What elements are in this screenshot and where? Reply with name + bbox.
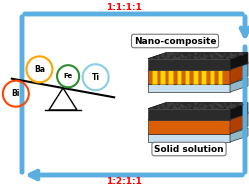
Polygon shape: [230, 112, 248, 134]
Text: Fe: Fe: [63, 73, 73, 79]
Polygon shape: [148, 103, 248, 109]
Polygon shape: [148, 62, 248, 70]
Text: Solid solution: Solid solution: [154, 145, 224, 153]
Polygon shape: [185, 70, 189, 84]
Text: Ti: Ti: [92, 73, 100, 82]
Text: Ba: Ba: [34, 65, 45, 74]
Polygon shape: [148, 53, 248, 59]
Polygon shape: [148, 84, 230, 92]
Polygon shape: [230, 62, 248, 84]
Polygon shape: [201, 69, 208, 70]
Polygon shape: [210, 69, 217, 70]
Polygon shape: [185, 69, 192, 70]
Polygon shape: [230, 103, 248, 120]
Polygon shape: [148, 78, 248, 84]
Text: Nano-composite: Nano-composite: [134, 36, 216, 46]
Polygon shape: [152, 69, 159, 70]
Polygon shape: [148, 134, 230, 142]
Polygon shape: [148, 128, 248, 134]
Polygon shape: [160, 70, 165, 84]
Polygon shape: [218, 70, 222, 84]
Polygon shape: [148, 112, 248, 120]
Polygon shape: [230, 128, 248, 142]
Polygon shape: [148, 109, 230, 120]
Polygon shape: [230, 53, 248, 70]
Polygon shape: [230, 78, 248, 92]
Polygon shape: [193, 70, 198, 84]
Polygon shape: [148, 103, 248, 109]
Polygon shape: [218, 69, 225, 70]
Polygon shape: [168, 70, 173, 84]
Polygon shape: [148, 70, 230, 84]
Polygon shape: [177, 69, 184, 70]
Polygon shape: [210, 70, 214, 84]
Polygon shape: [148, 120, 230, 134]
Polygon shape: [148, 59, 230, 70]
Polygon shape: [201, 70, 206, 84]
Polygon shape: [177, 70, 181, 84]
Text: 1:2:1:1: 1:2:1:1: [106, 177, 142, 187]
Polygon shape: [160, 69, 167, 70]
Text: 1:1:1:1: 1:1:1:1: [106, 2, 142, 12]
Text: Bi: Bi: [12, 89, 20, 98]
Polygon shape: [193, 69, 200, 70]
Polygon shape: [148, 53, 248, 59]
Polygon shape: [168, 69, 176, 70]
Polygon shape: [152, 70, 157, 84]
